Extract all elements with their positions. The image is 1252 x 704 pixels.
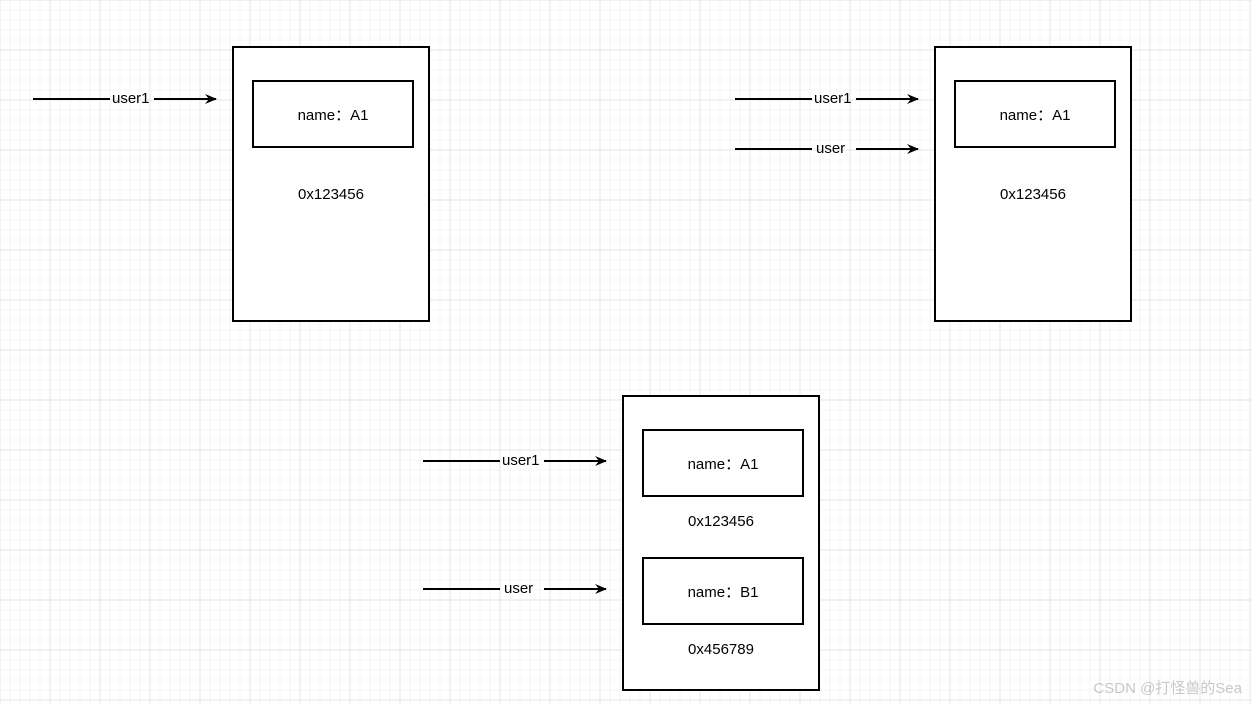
arrow-b-user1-label: user1	[502, 452, 540, 469]
arrow-tr-user-label: user	[816, 140, 845, 157]
diagram-layer: name：A10x123456name：A10x123456name：A1nam…	[0, 0, 1252, 704]
box-top-left: name：A1 0x123456	[232, 46, 430, 322]
watermark-text: CSDN @打怪兽的Sea	[1093, 677, 1242, 698]
box-top-right: name：A1 0x123456	[934, 46, 1132, 322]
arrow-tl-user1-label: user1	[112, 90, 150, 107]
inner-b1-b-label: name：B1	[688, 581, 759, 602]
inner-a1-tl-label: name：A1	[298, 104, 369, 125]
inner-a1-tr-label: name：A1	[1000, 104, 1071, 125]
inner-a1-b-label: name：A1	[688, 453, 759, 474]
addr-tl: 0x123456	[234, 186, 428, 203]
addr-tr: 0x123456	[936, 186, 1130, 203]
addr-b1: 0x123456	[624, 513, 818, 530]
inner-a1-tl: name：A1	[252, 80, 414, 148]
arrow-tr-user1-label: user1	[814, 90, 852, 107]
inner-b1-b: name：B1	[642, 557, 804, 625]
box-bottom: name：A1 name：B1 0x123456 0x456789	[622, 395, 820, 691]
arrow-b-user-label: user	[504, 580, 533, 597]
inner-a1-b: name：A1	[642, 429, 804, 497]
inner-a1-tr: name：A1	[954, 80, 1116, 148]
addr-b2: 0x456789	[624, 641, 818, 658]
